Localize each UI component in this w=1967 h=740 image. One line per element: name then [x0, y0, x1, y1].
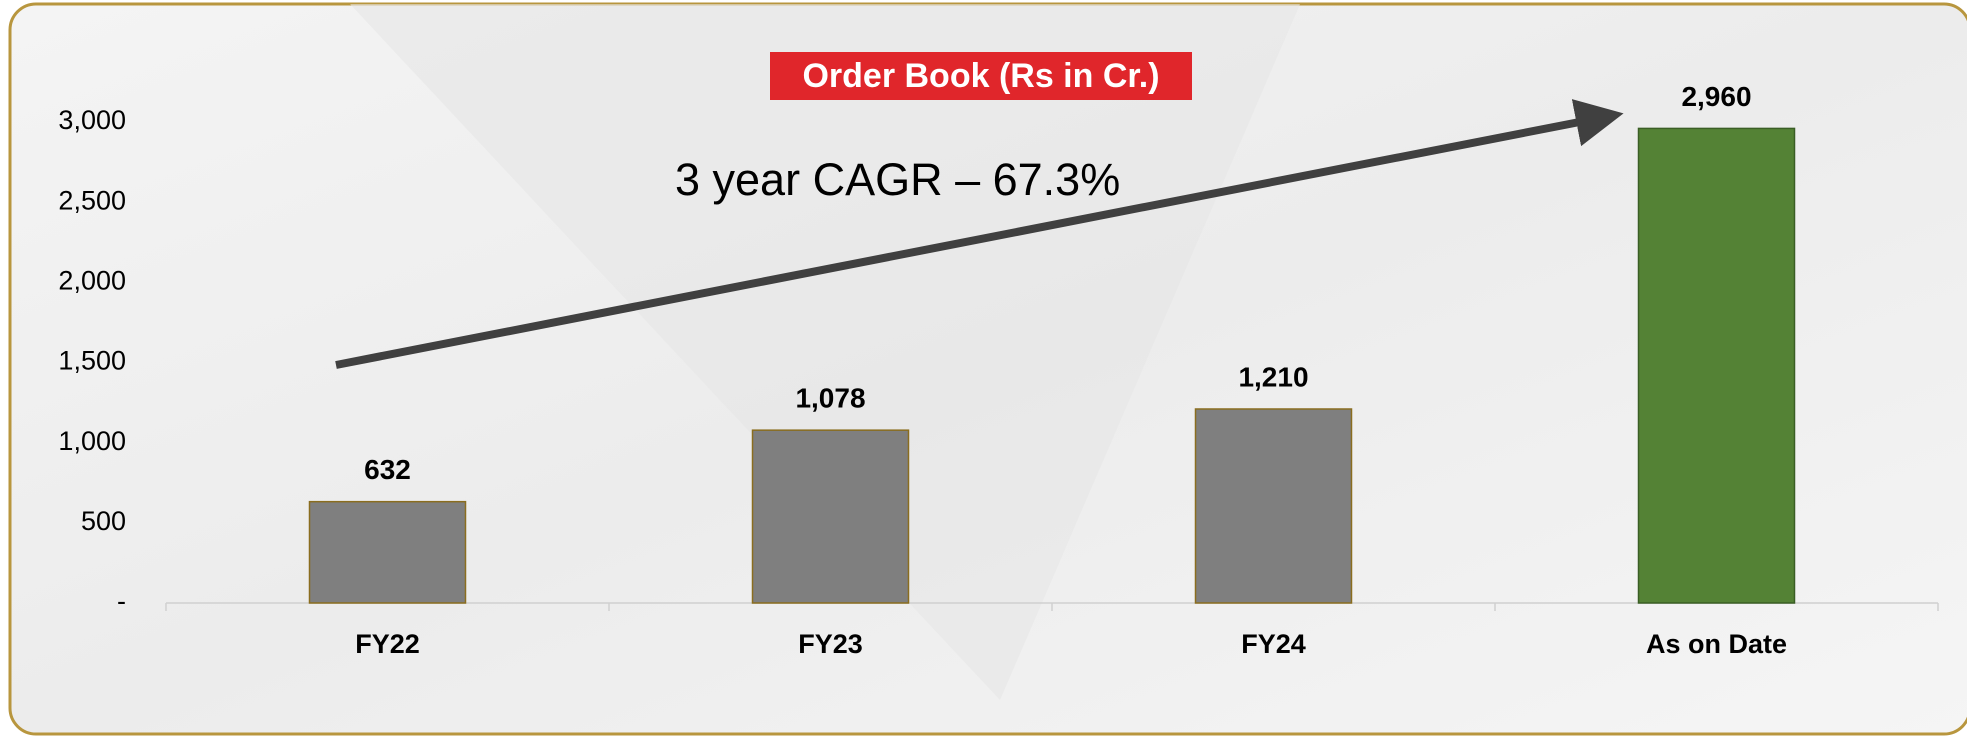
y-tick-label: 1,500: [58, 346, 126, 376]
annotation: 3 year CAGR – 67.3%: [675, 154, 1120, 205]
value-label: 632: [364, 454, 411, 485]
y-tick-label: 2,000: [58, 265, 126, 295]
y-tick-label: 2,500: [58, 185, 126, 215]
chart-title: Order Book (Rs in Cr.): [802, 57, 1159, 95]
title-box: [770, 52, 1192, 100]
bar: [1194, 408, 1353, 604]
y-tick-label: 500: [81, 506, 126, 536]
x-tick-label: FY24: [1241, 629, 1306, 659]
value-label: 2,960: [1681, 81, 1751, 112]
bar: [308, 500, 467, 604]
x-tick-label: FY23: [798, 629, 863, 659]
y-tick-label: 3,000: [58, 105, 126, 135]
value-label: 1,210: [1238, 361, 1308, 392]
bar: [1637, 127, 1796, 604]
x-tick-label: FY22: [355, 629, 420, 659]
y-tick-label: 1,000: [58, 426, 126, 456]
bg-shape: [350, 4, 1300, 700]
y-tick-label: -: [117, 586, 126, 616]
cagr-arrow: [335, 99, 1624, 369]
value-label: 1,078: [795, 383, 865, 414]
bar: [751, 429, 910, 604]
x-tick-label: As on Date: [1646, 629, 1787, 659]
